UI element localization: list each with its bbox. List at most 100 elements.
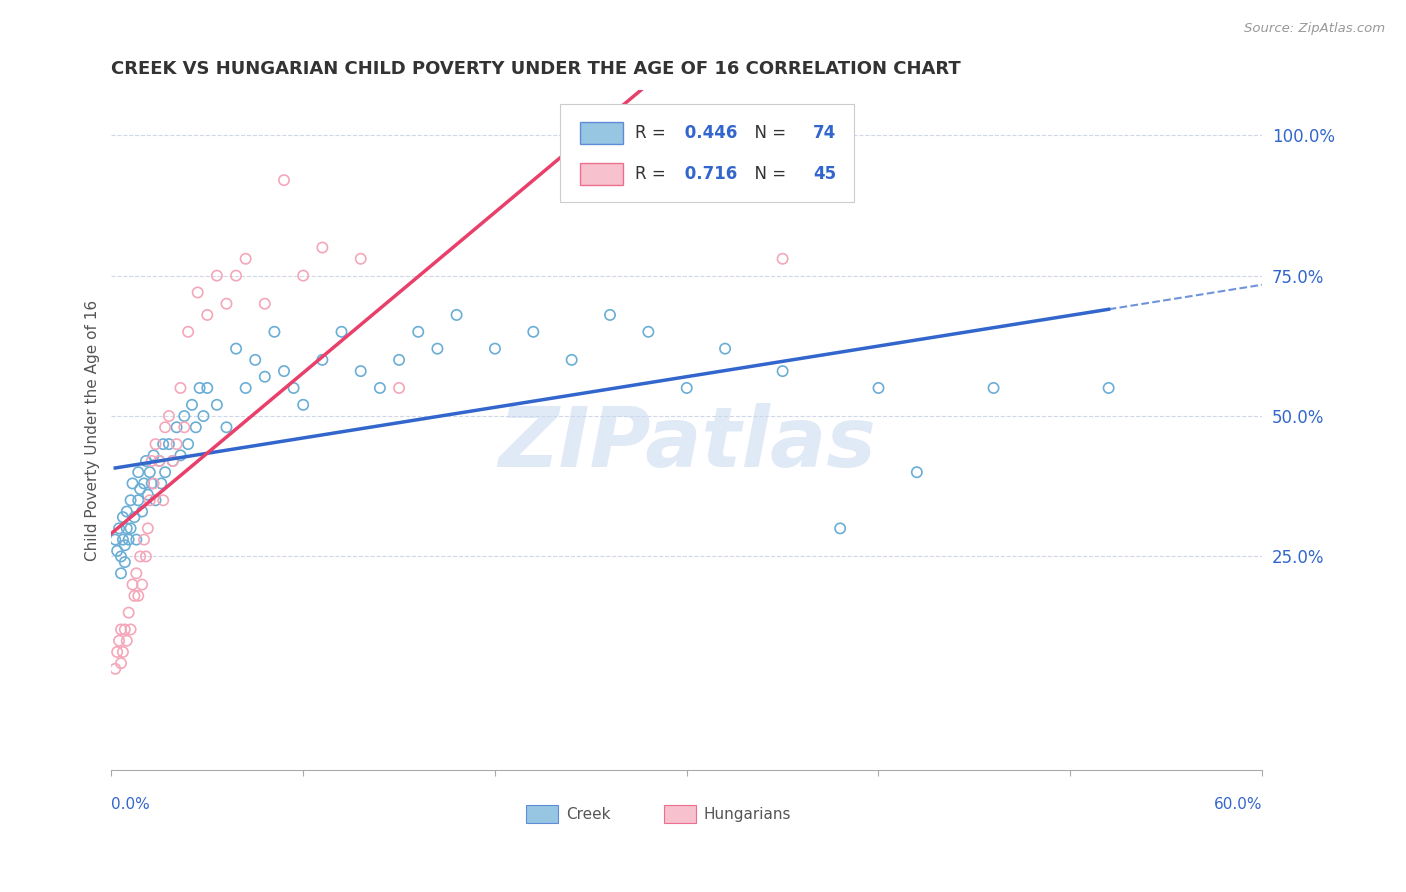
Creek <box>245 352 267 367</box>
Text: Source: ZipAtlas.com: Source: ZipAtlas.com <box>1244 22 1385 36</box>
Creek <box>263 325 285 339</box>
Hungarians <box>388 381 411 395</box>
Creek <box>114 555 136 569</box>
Hungarians <box>118 606 141 620</box>
FancyBboxPatch shape <box>579 163 623 185</box>
Hungarians <box>187 285 209 300</box>
Creek <box>388 352 411 367</box>
Hungarians <box>350 252 373 266</box>
Creek <box>195 381 218 395</box>
FancyBboxPatch shape <box>560 103 853 202</box>
Text: R =: R = <box>636 124 671 142</box>
Creek <box>292 398 315 412</box>
Creek <box>120 521 142 535</box>
Hungarians <box>136 521 159 535</box>
Creek <box>153 465 176 479</box>
Creek <box>446 308 468 322</box>
Y-axis label: Child Poverty Under the Age of 16: Child Poverty Under the Age of 16 <box>86 300 100 561</box>
Creek <box>522 325 544 339</box>
Creek <box>1097 381 1119 395</box>
Hungarians <box>162 454 184 468</box>
Creek <box>283 381 305 395</box>
Creek <box>150 476 173 491</box>
Text: CREEK VS HUNGARIAN CHILD POVERTY UNDER THE AGE OF 16 CORRELATION CHART: CREEK VS HUNGARIAN CHILD POVERTY UNDER T… <box>111 60 962 78</box>
Creek <box>215 420 238 434</box>
Creek <box>136 488 159 502</box>
Hungarians <box>124 589 146 603</box>
Creek <box>131 504 153 518</box>
Hungarians <box>177 325 200 339</box>
Hungarians <box>125 566 148 581</box>
Creek <box>350 364 373 378</box>
Creek <box>108 521 131 535</box>
Creek <box>772 364 794 378</box>
Creek <box>118 533 141 547</box>
Creek <box>114 538 136 552</box>
Creek <box>110 566 132 581</box>
Creek <box>205 398 228 412</box>
Creek <box>115 521 138 535</box>
FancyBboxPatch shape <box>579 122 623 144</box>
Hungarians <box>105 645 128 659</box>
Creek <box>188 381 211 395</box>
Creek <box>162 454 184 468</box>
Hungarians <box>104 662 127 676</box>
Creek <box>127 465 149 479</box>
Creek <box>406 325 429 339</box>
Creek <box>830 521 852 535</box>
Creek <box>484 342 506 356</box>
Hungarians <box>215 296 238 310</box>
Hungarians <box>235 252 257 266</box>
Hungarians <box>205 268 228 283</box>
Creek <box>166 420 188 434</box>
Text: 0.716: 0.716 <box>679 165 737 183</box>
Hungarians <box>225 268 247 283</box>
Creek <box>173 409 195 423</box>
Hungarians <box>129 549 152 564</box>
Creek <box>235 381 257 395</box>
Text: 60.0%: 60.0% <box>1213 797 1263 812</box>
Hungarians <box>157 409 180 423</box>
Hungarians <box>135 549 157 564</box>
Hungarians <box>114 623 136 637</box>
Creek <box>125 533 148 547</box>
Hungarians <box>173 420 195 434</box>
Creek <box>184 420 207 434</box>
Creek <box>177 437 200 451</box>
Creek <box>132 476 155 491</box>
Creek <box>157 437 180 451</box>
Creek <box>105 544 128 558</box>
Hungarians <box>131 577 153 591</box>
Hungarians <box>141 454 163 468</box>
Creek <box>169 448 191 462</box>
Text: 74: 74 <box>813 124 837 142</box>
Creek <box>127 493 149 508</box>
Hungarians <box>152 493 174 508</box>
Creek <box>561 352 583 367</box>
Text: ZIPatlas: ZIPatlas <box>498 403 876 484</box>
Creek <box>145 493 167 508</box>
Text: 45: 45 <box>813 165 837 183</box>
Text: N =: N = <box>744 124 792 142</box>
Hungarians <box>121 577 143 591</box>
Creek <box>111 533 134 547</box>
Text: N =: N = <box>744 165 792 183</box>
Hungarians <box>166 437 188 451</box>
Text: Hungarians: Hungarians <box>704 806 792 822</box>
Hungarians <box>139 493 162 508</box>
Hungarians <box>111 645 134 659</box>
Hungarians <box>169 381 191 395</box>
Hungarians <box>110 656 132 670</box>
Hungarians <box>115 633 138 648</box>
Creek <box>141 476 163 491</box>
Hungarians <box>253 296 276 310</box>
Hungarians <box>772 252 794 266</box>
Creek <box>675 381 697 395</box>
Creek <box>111 510 134 524</box>
Creek <box>104 533 127 547</box>
Creek <box>110 549 132 564</box>
Creek <box>124 510 146 524</box>
Hungarians <box>110 623 132 637</box>
Hungarians <box>132 533 155 547</box>
Creek <box>129 482 152 496</box>
